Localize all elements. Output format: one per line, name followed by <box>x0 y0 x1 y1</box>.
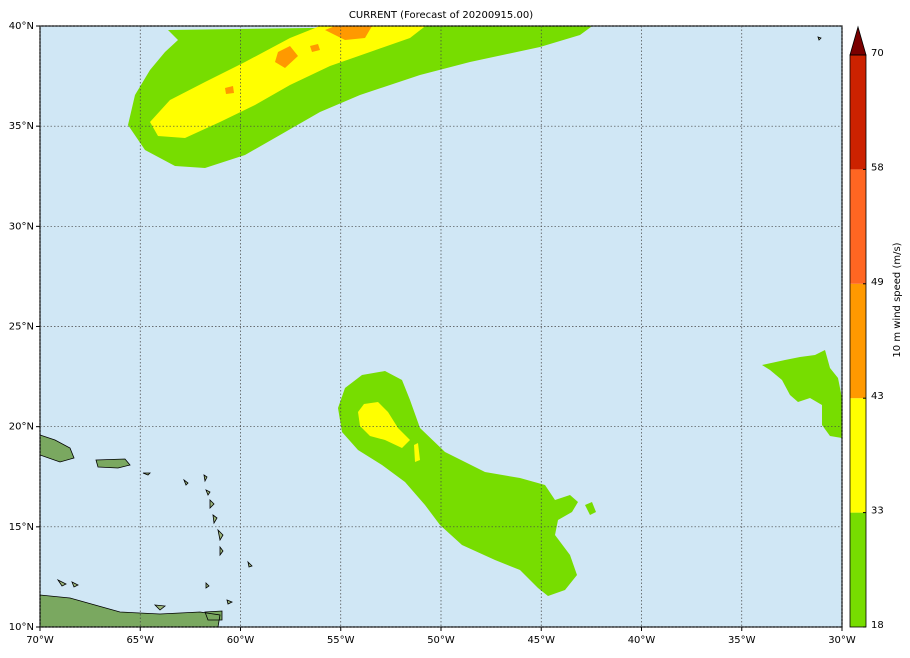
y-tick-label: 20°N <box>9 422 34 433</box>
y-tick-label: 15°N <box>9 522 34 533</box>
wind-zone-yellow <box>358 402 420 462</box>
x-tick-label: 55°W <box>327 635 355 646</box>
wind-fields <box>40 26 842 627</box>
y-tick-label: 10°N <box>9 622 34 633</box>
islands <box>56 36 822 611</box>
wind-zone-orange <box>225 26 372 94</box>
y-tick-label: 35°N <box>9 121 34 132</box>
colorbar-tick-label: 18 <box>871 620 884 631</box>
y-tick-label: 25°N <box>9 322 34 333</box>
colorbar-tick-label: 58 <box>871 162 884 173</box>
colorbar-segment <box>850 283 866 399</box>
colorbar-extend <box>849 25 867 56</box>
x-tick-label: 30°W <box>828 635 856 646</box>
x-tick-label: 60°W <box>227 635 255 646</box>
colorbar-segment <box>850 55 866 170</box>
colorbar-tick-label: 43 <box>871 391 884 402</box>
map-title: CURRENT (Forecast of 20200915.00) <box>349 10 533 21</box>
x-tick-label: 65°W <box>126 635 154 646</box>
colorbar-tick-label: 70 <box>871 48 884 59</box>
x-tick-label: 70°W <box>26 635 54 646</box>
colorbar-tick-label: 33 <box>871 506 884 517</box>
wind-zone-green <box>128 26 593 168</box>
colorbar-segment <box>850 169 866 284</box>
colorbar-frame <box>849 54 867 628</box>
y-tick-label: 40°N <box>9 21 34 32</box>
wind-zone-yellow <box>150 26 426 138</box>
wind-zone-green <box>762 350 842 438</box>
colorbar-label: 10 m wind speed (m/s) <box>892 242 903 357</box>
colorbar-segment <box>850 512 866 627</box>
x-tick-label: 50°W <box>427 635 455 646</box>
y-tick-label: 30°N <box>9 221 34 232</box>
colorbar-segment <box>850 398 866 513</box>
colorbar-tick-label: 49 <box>871 277 884 288</box>
x-tick-label: 45°W <box>527 635 555 646</box>
wind-zone-green <box>338 371 596 596</box>
x-tick-label: 35°W <box>728 635 756 646</box>
x-tick-label: 40°W <box>628 635 656 646</box>
land <box>40 434 223 627</box>
